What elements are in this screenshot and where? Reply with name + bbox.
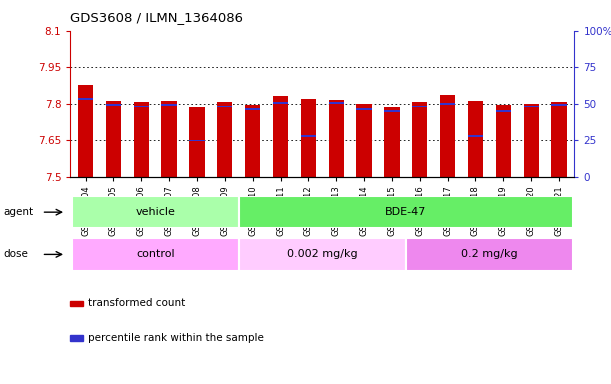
Bar — [134, 103, 149, 177]
Bar — [412, 103, 428, 177]
Bar — [406, 238, 573, 271]
Text: 0.002 mg/kg: 0.002 mg/kg — [287, 249, 357, 260]
Bar — [329, 100, 344, 177]
Bar — [384, 111, 400, 112]
Bar — [273, 102, 288, 104]
Bar — [384, 108, 400, 177]
Bar — [71, 196, 239, 228]
Text: 0.2 mg/kg: 0.2 mg/kg — [461, 249, 518, 260]
Bar — [189, 108, 205, 177]
Bar — [273, 96, 288, 177]
Bar — [468, 101, 483, 177]
Bar — [496, 111, 511, 112]
Bar — [161, 101, 177, 177]
Bar — [496, 105, 511, 177]
Text: transformed count: transformed count — [88, 298, 185, 308]
Bar — [412, 106, 428, 107]
Bar — [239, 238, 406, 271]
Bar — [106, 101, 121, 177]
Bar — [106, 104, 121, 106]
Bar — [71, 238, 239, 271]
Bar — [217, 106, 233, 107]
Text: control: control — [136, 249, 175, 260]
Bar — [161, 104, 177, 106]
Bar — [245, 105, 260, 177]
Bar — [468, 135, 483, 136]
Text: percentile rank within the sample: percentile rank within the sample — [88, 333, 264, 343]
Bar — [551, 104, 566, 106]
Bar — [78, 86, 93, 177]
Bar — [356, 104, 371, 177]
Bar — [551, 103, 566, 177]
Text: dose: dose — [3, 249, 28, 260]
Bar — [301, 99, 316, 177]
Bar — [189, 140, 205, 141]
Bar — [524, 106, 539, 107]
Bar — [217, 103, 233, 177]
Bar — [134, 106, 149, 107]
Bar — [70, 301, 83, 306]
Bar — [440, 103, 455, 105]
Bar — [78, 98, 93, 100]
Bar — [329, 102, 344, 104]
Text: BDE-47: BDE-47 — [385, 207, 426, 217]
Bar — [70, 335, 83, 341]
Bar — [301, 135, 316, 136]
Bar — [524, 104, 539, 177]
Text: agent: agent — [3, 207, 33, 217]
Text: GDS3608 / ILMN_1364086: GDS3608 / ILMN_1364086 — [70, 12, 243, 25]
Bar — [440, 95, 455, 177]
Text: vehicle: vehicle — [135, 207, 175, 217]
Bar — [239, 196, 573, 228]
Bar — [245, 108, 260, 110]
Bar — [356, 108, 371, 110]
